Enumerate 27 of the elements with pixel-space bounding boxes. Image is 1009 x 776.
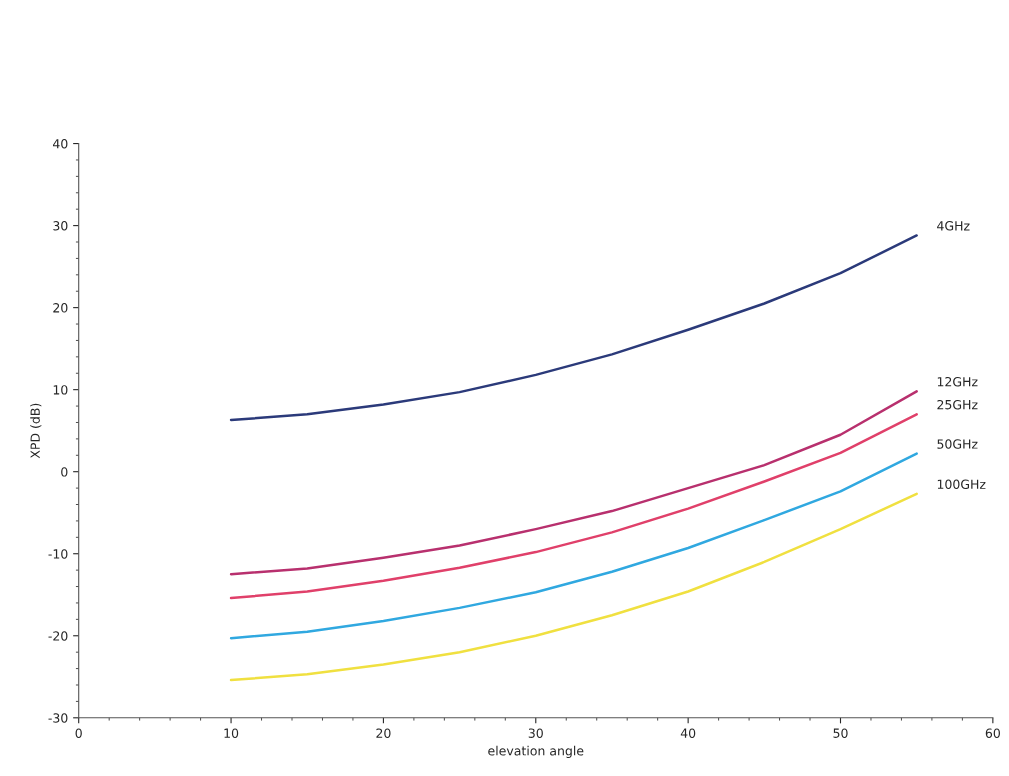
- line-series: [229, 452, 918, 640]
- x-tick-label: 60: [985, 728, 1000, 738]
- series-label: 100GHz: [937, 479, 986, 489]
- y-tick-label: -20: [48, 631, 68, 641]
- x-tick-label: 20: [376, 728, 391, 738]
- x-tick-label: 50: [833, 728, 848, 738]
- y-axis-title: XPD (dB): [30, 403, 42, 459]
- line-series: [229, 234, 918, 422]
- y-tick-label: -10: [48, 549, 68, 559]
- series-label: 4GHz: [937, 221, 970, 231]
- line-series: [229, 492, 918, 682]
- y-tick-label: 0: [61, 467, 68, 477]
- x-tick-label: 40: [680, 728, 696, 738]
- line-series: [229, 413, 918, 600]
- series-label: 12GHz: [937, 376, 978, 387]
- x-tick-label: 30: [528, 728, 543, 738]
- x-tick-label: 0: [75, 728, 82, 738]
- y-tick-label: 30: [53, 221, 68, 231]
- series-label: 50GHz: [937, 439, 978, 449]
- y-tick-label: 20: [53, 303, 68, 313]
- x-axis-title: elevation angle: [488, 745, 584, 758]
- x-tick-label: 10: [224, 728, 239, 738]
- y-tick-label: 40: [52, 139, 68, 149]
- series-label: 25GHz: [937, 399, 978, 410]
- line-series: [229, 390, 918, 576]
- y-tick-label: -30: [48, 713, 68, 723]
- y-tick-label: 10: [53, 385, 68, 395]
